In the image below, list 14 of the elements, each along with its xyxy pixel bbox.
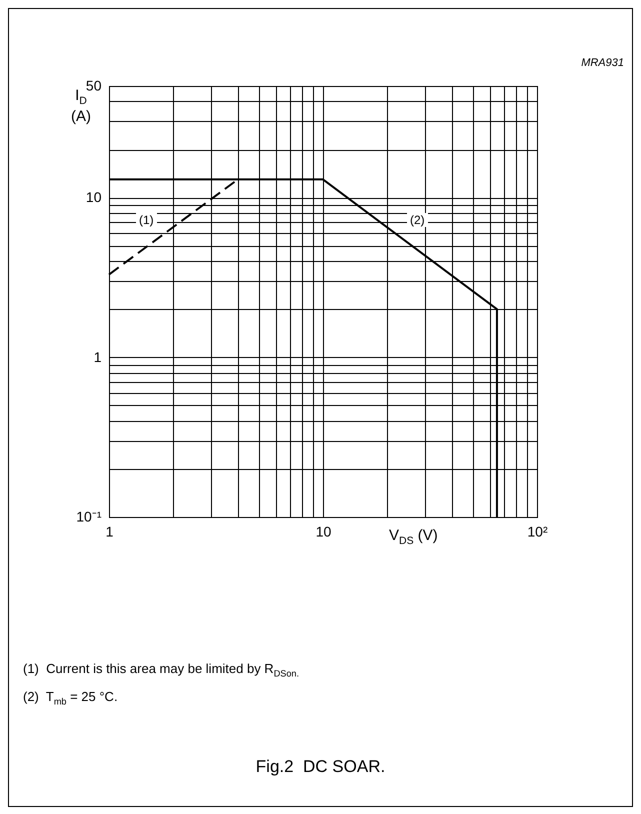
x-axis-title: V$_{DS}$ (V) bbox=[389, 527, 438, 547]
text: Fig.2 DC SOAR. bbox=[254, 757, 386, 777]
annotation: (1) bbox=[136, 213, 157, 227]
text: MRA931 bbox=[581, 57, 624, 69]
y-tick-label: 10⁻¹ bbox=[76, 508, 102, 524]
x-tick-label: 10² bbox=[527, 524, 548, 540]
x-tick-label: 10 bbox=[316, 524, 332, 540]
text: (1) Current is this area may be limited by R$_{DSon.}$ bbox=[23, 661, 299, 679]
text: (2) T$_{mb}$ = 25 °C. bbox=[23, 689, 118, 707]
y-tick-label: 10 bbox=[86, 189, 102, 206]
y-tick-label: 50 bbox=[86, 78, 102, 94]
y-tick-label: 1 bbox=[94, 348, 102, 365]
annotation: (2) bbox=[407, 213, 428, 227]
x-tick-label: 1 bbox=[106, 524, 114, 540]
